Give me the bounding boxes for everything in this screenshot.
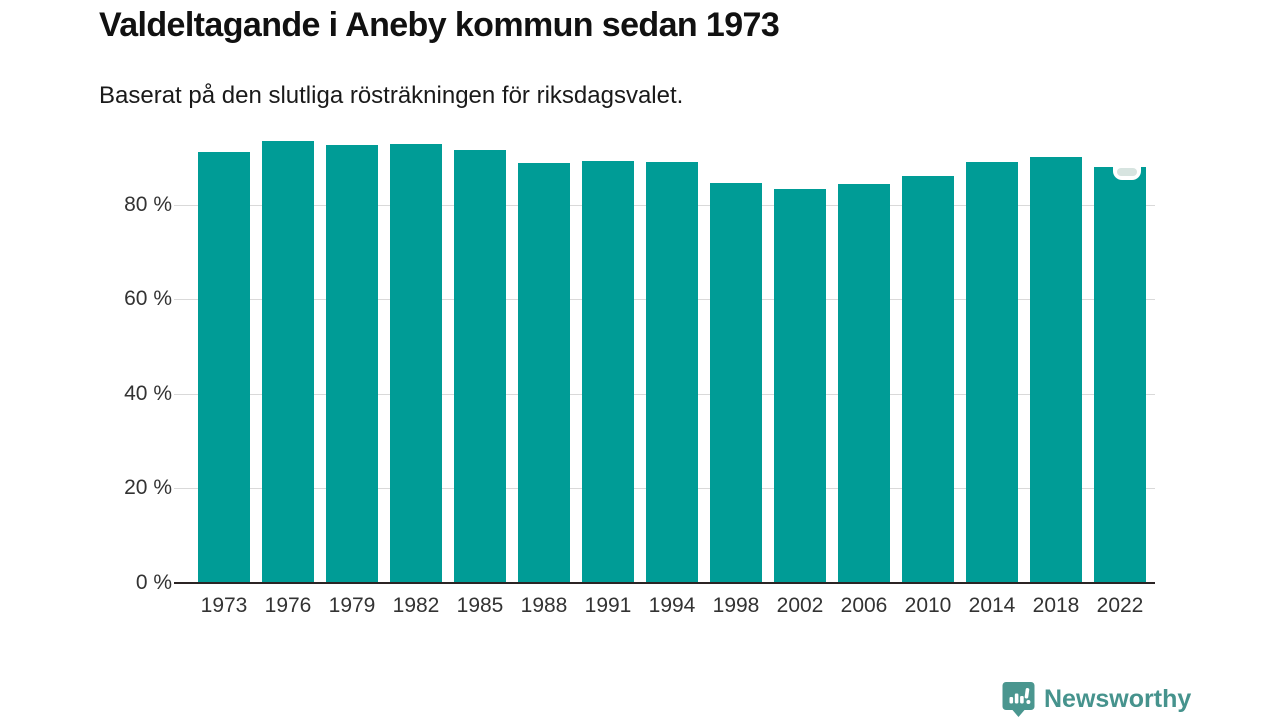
- x-axis-label-2010: 2010: [904, 594, 952, 617]
- plot-area: 0 % 20 % 40 % 60 % 80 % 1973 1976 1979 1982 1985 1…: [124, 110, 1155, 617]
- bar-2002: [774, 188, 826, 583]
- bar-2010: [902, 176, 954, 583]
- x-axis-line: [174, 582, 1155, 584]
- bar-2018: [1030, 157, 1082, 583]
- x-axis-label-2002: 2002: [776, 594, 824, 617]
- x-axis-label-2018: 2018: [1032, 594, 1080, 617]
- latest-value-pill: [1117, 168, 1137, 177]
- x-axis-label-1982: 1982: [392, 594, 440, 617]
- x-axis-label-1973: 1973: [200, 594, 248, 617]
- newsworthy-logo-text: Newsworthy: [1044, 685, 1192, 713]
- chart-title: Valdeltagande i Aneby kommun sedan 1973: [99, 6, 780, 44]
- bar-2014: [966, 161, 1018, 583]
- bar-1976: [262, 141, 314, 583]
- x-axis-label-2014: 2014: [968, 594, 1016, 617]
- x-axis-label-1998: 1998: [712, 594, 760, 617]
- bar-1998: [710, 182, 762, 583]
- newsworthy-logo-icon: [1002, 681, 1035, 717]
- bar-2022: [1094, 167, 1146, 583]
- y-axis-label-20: 20 %: [124, 476, 172, 500]
- x-axis-label-1994: 1994: [648, 594, 696, 617]
- bar-2006: [838, 183, 890, 583]
- bar-1988: [518, 163, 570, 583]
- bar-1985: [454, 150, 506, 583]
- bar-1982: [390, 144, 442, 583]
- x-axis-label-1985: 1985: [456, 594, 504, 617]
- latest-value-marker: [1113, 167, 1141, 181]
- x-axis-label-1991: 1991: [584, 594, 632, 617]
- x-axis-label-1988: 1988: [520, 594, 568, 617]
- bar-1973: [198, 151, 250, 583]
- newsworthy-logo[interactable]: Newsworthy: [1002, 680, 1191, 718]
- y-axis-label-0: 0 %: [135, 571, 172, 594]
- bar-1994: [646, 162, 698, 583]
- y-axis-label-80: 80 %: [124, 192, 172, 216]
- bar-1991: [582, 161, 634, 583]
- y-axis-label-60: 60 %: [124, 287, 172, 311]
- chart-subtitle: Baserat på den slutliga rösträkningen fö…: [99, 82, 684, 109]
- bar-1979: [326, 145, 378, 583]
- x-axis-label-2022: 2022: [1096, 594, 1144, 617]
- x-axis-label-1976: 1976: [264, 594, 312, 617]
- y-axis-label-40: 40 %: [124, 381, 172, 405]
- x-axis-label-1979: 1979: [328, 594, 376, 617]
- x-axis-label-2006: 2006: [840, 594, 888, 617]
